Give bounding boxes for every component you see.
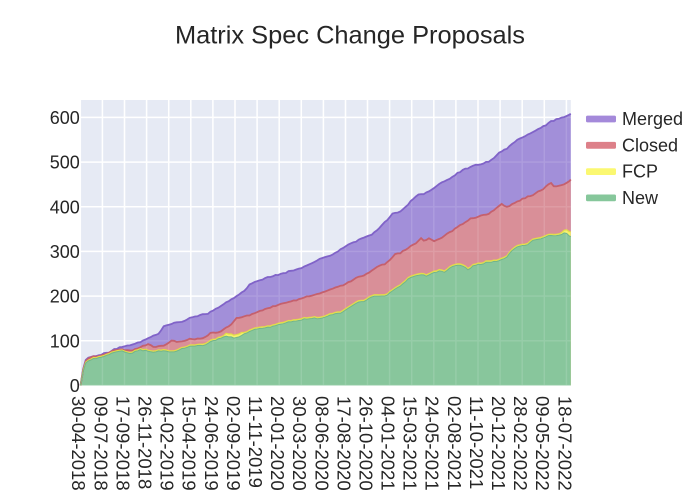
svg-text:300: 300: [50, 242, 80, 262]
svg-text:Closed: Closed: [622, 135, 678, 155]
svg-text:17-09-2018: 17-09-2018: [112, 396, 133, 491]
svg-text:15-04-2019: 15-04-2019: [179, 396, 200, 491]
svg-text:04-01-2021: 04-01-2021: [378, 396, 399, 491]
svg-text:28-02-2022: 28-02-2022: [510, 396, 531, 491]
svg-text:500: 500: [50, 153, 80, 173]
svg-text:09-07-2018: 09-07-2018: [90, 396, 111, 491]
svg-text:100: 100: [50, 331, 80, 351]
svg-text:08-06-2020: 08-06-2020: [311, 396, 332, 491]
svg-text:18-07-2022: 18-07-2022: [554, 396, 575, 491]
svg-text:26-11-2018: 26-11-2018: [135, 396, 156, 489]
svg-text:600: 600: [50, 108, 80, 128]
svg-text:30-04-2018: 30-04-2018: [68, 396, 89, 491]
svg-text:FCP: FCP: [622, 162, 658, 182]
svg-text:17-08-2020: 17-08-2020: [333, 396, 354, 491]
svg-text:0: 0: [70, 376, 80, 396]
svg-text:Matrix Spec Change Proposals: Matrix Spec Change Proposals: [175, 22, 525, 50]
svg-text:11-11-2019: 11-11-2019: [245, 396, 266, 488]
svg-text:400: 400: [50, 197, 80, 217]
svg-text:26-10-2020: 26-10-2020: [355, 396, 376, 491]
svg-text:04-02-2019: 04-02-2019: [157, 396, 178, 491]
svg-text:20-01-2020: 20-01-2020: [267, 396, 288, 491]
svg-text:09-05-2022: 09-05-2022: [532, 396, 553, 491]
svg-text:24-06-2019: 24-06-2019: [201, 396, 222, 491]
svg-text:New: New: [622, 188, 659, 208]
svg-text:20-12-2021: 20-12-2021: [488, 396, 509, 491]
svg-text:02-09-2019: 02-09-2019: [223, 396, 244, 491]
svg-text:Merged: Merged: [622, 109, 683, 129]
svg-text:02-08-2021: 02-08-2021: [444, 396, 465, 491]
svg-text:200: 200: [50, 287, 80, 307]
svg-text:30-03-2020: 30-03-2020: [289, 396, 310, 491]
svg-text:11-10-2021: 11-10-2021: [466, 396, 487, 489]
svg-text:15-03-2021: 15-03-2021: [400, 396, 421, 491]
svg-text:24-05-2021: 24-05-2021: [422, 396, 443, 491]
